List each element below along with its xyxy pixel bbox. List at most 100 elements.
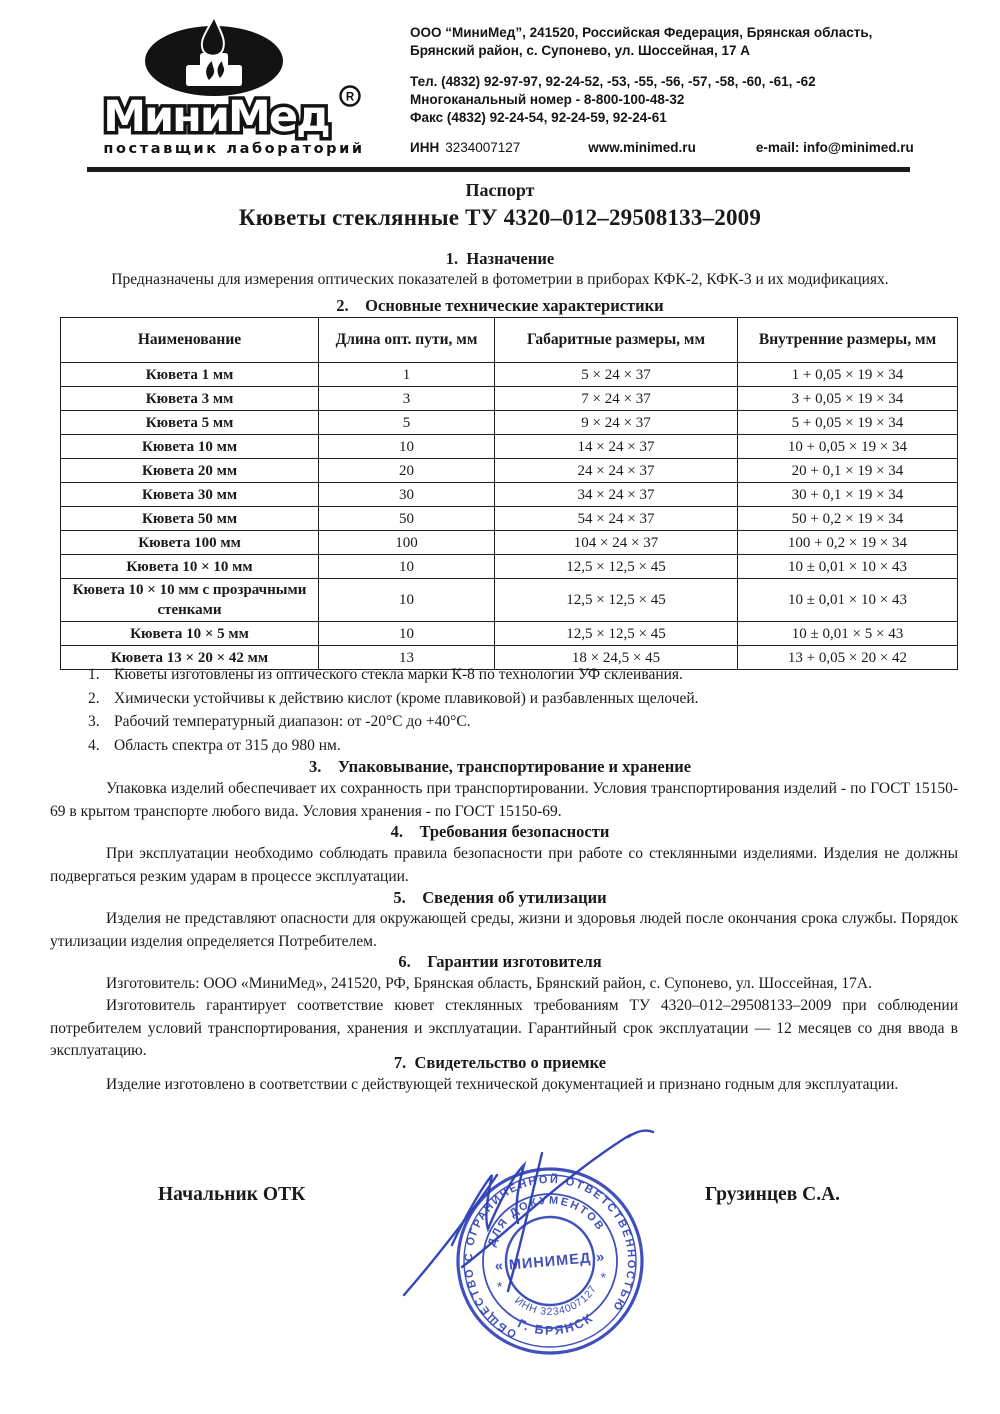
registered-mark: R xyxy=(346,92,355,104)
cell-product-name: Кювета 3 мм xyxy=(60,386,319,411)
registered-mark-circle xyxy=(339,85,361,107)
cell-value: 12,5 × 12,5 × 45 xyxy=(494,578,738,622)
section2-heading: 2. Основные технические характеристики xyxy=(336,296,664,315)
cell-value: 104 × 24 × 37 xyxy=(494,530,738,555)
cell-value: 3 + 0,05 × 19 × 34 xyxy=(737,386,958,411)
cell-value: 10 xyxy=(318,621,495,646)
cell-product-name: Кювета 13 × 20 × 42 мм xyxy=(60,645,319,670)
cell-value: 100 xyxy=(318,530,495,555)
note-item: 2. Химически устойчивы к действию кислот … xyxy=(88,690,948,708)
cell-value: 10 ± 0,01 × 10 × 43 xyxy=(737,578,958,622)
table-row: Кювета 5 мм 5 9 × 24 × 37 5 + 0,05 × 19 × 3… xyxy=(60,410,958,435)
section6-text1: Изготовитель: ООО «МиниМед», 241520, РФ,… xyxy=(106,975,872,992)
stamp-center-text: « МИНИМЕД » xyxy=(494,1249,606,1275)
inn-row: ИНН 3234007127 www.minimed.ru e-mail: in… xyxy=(410,140,915,155)
cell-value: 10 ± 0,01 × 5 × 43 xyxy=(737,621,958,646)
cell-value: 30 + 0,1 × 19 × 34 xyxy=(737,482,958,507)
cell-value: 3 xyxy=(318,386,495,411)
website-link: www.minimed.ru xyxy=(588,140,696,155)
multichannel-line: Многоканальный номер - 8-800-100-48-32 xyxy=(410,92,685,107)
note-item: 4. Область спектра от 315 до 980 нм. xyxy=(88,737,948,755)
cell-value: 10 + 0,05 × 19 × 34 xyxy=(737,434,958,459)
cell-product-name: Кювета 1 мм xyxy=(60,362,319,387)
section4-heading: 4. Требования безопасности xyxy=(390,822,610,841)
section5-heading: 5. Сведения об утилизации xyxy=(393,888,607,907)
cell-value: 50 + 0,2 × 19 × 34 xyxy=(737,506,958,531)
section4-text: При эксплуатации необходимо соблюдать пр… xyxy=(50,845,958,885)
table-row: Кювета 10 мм 10 14 × 24 × 37 10 + 0,05 × 19… xyxy=(60,434,958,459)
note-text: Химически устойчивы к действию кислот (к… xyxy=(114,689,699,707)
cell-value: 1 + 0,05 × 19 × 34 xyxy=(737,362,958,387)
cell-product-name: Кювета 100 мм xyxy=(60,530,319,555)
address-line2: Брянский район, с. Супонево, ул. Шоссейн… xyxy=(410,43,750,58)
note-item: 3. Рабочий температурный диапазон: от -20… xyxy=(88,713,948,731)
cell-value: 12,5 × 12,5 × 45 xyxy=(494,621,738,646)
cell-value: 10 xyxy=(318,578,495,622)
table-row: Кювета 1 мм 1 5 × 24 × 37 1 + 0,05 × 19 × 3… xyxy=(60,362,958,387)
cell-value: 12,5 × 12,5 × 45 xyxy=(494,554,738,579)
cell-value: 34 × 24 × 37 xyxy=(494,482,738,507)
note-number: 1. xyxy=(88,666,100,683)
table-row: Кювета 30 мм 30 34 × 24 × 37 30 + 0,1 × 19 … xyxy=(60,482,958,507)
company-stamp: ОБЩЕСТВО С ОГРАНИЧЕННОЙ ОТВЕТСТВЕННОСТЬЮ… xyxy=(402,1129,655,1355)
table-row: Кювета 10 × 10 мм 10 12,5 × 12,5 × 45 10 ± … xyxy=(60,554,958,579)
stamp-outer-ring xyxy=(456,1167,644,1355)
notes-list: 1. Кюветы изготовлены из оптического стек… xyxy=(88,666,948,760)
note-text: Область спектра от 315 до 980 нм. xyxy=(114,736,341,754)
section1-heading: 1. Назначение xyxy=(445,249,555,268)
small-flame-icon xyxy=(217,61,225,78)
address-line1: ООО “МиниМед”, 241520, Российская Федера… xyxy=(410,25,873,40)
section5-text: Изделия не представляют опасности для ок… xyxy=(50,910,958,950)
cell-value: 24 × 24 × 37 xyxy=(494,458,738,483)
table-row: Кювета 100 мм 100 104 × 24 × 37 100 + 0,2 ×… xyxy=(60,530,958,555)
cell-product-name: Кювета 20 мм xyxy=(60,458,319,483)
cell-value: 100 + 0,2 × 19 × 34 xyxy=(737,530,958,555)
cell-value: 20 + 0,1 × 19 × 34 xyxy=(737,458,958,483)
flame-icon xyxy=(200,16,225,57)
table-row: Кювета 50 мм 50 54 × 24 × 37 50 + 0,2 × 19 … xyxy=(60,506,958,531)
note-number: 2. xyxy=(88,689,100,707)
section7-heading: 7. Свидетельство о приемке xyxy=(393,1053,607,1072)
cell-value: 30 xyxy=(318,482,495,507)
section1-text: Предназначены для измерения оптических п… xyxy=(111,271,889,288)
cell-product-name: Кювета 10 мм xyxy=(60,434,319,459)
cell-value: 50 xyxy=(318,506,495,531)
cell-value: 7 × 24 × 37 xyxy=(494,386,738,411)
phone-line: Тел. (4832) 92-97-97, 92-24-52, -53, -55… xyxy=(410,74,816,89)
table-row: Кювета 10 × 5 мм 10 12,5 × 12,5 × 45 10 ± 0… xyxy=(60,621,958,646)
candle-icon xyxy=(186,53,242,86)
note-number: 3. xyxy=(88,713,100,730)
column-header: Наименование xyxy=(60,317,319,363)
section6-text2: Изготовитель гарантирует соответствие кю… xyxy=(50,997,958,1059)
signer-title: Начальник ОТК xyxy=(158,1184,306,1205)
table-row: Кювета 3 мм 3 7 × 24 × 37 3 + 0,05 × 19 × 3… xyxy=(60,386,958,411)
spec-table: Наименование Длина опт. пути, мм Габаритны… xyxy=(60,317,958,670)
column-header: Длина опт. пути, мм xyxy=(318,317,495,363)
cell-product-name: Кювета 10 × 5 мм xyxy=(60,621,319,646)
cell-product-name: Кювета 10 × 10 мм xyxy=(60,554,319,579)
doc-title: Кюветы стеклянные ТУ 4320–012–29508133–2… xyxy=(238,205,762,230)
cell-value: 20 xyxy=(318,458,495,483)
note-text: Рабочий температурный диапазон: от -20°С… xyxy=(114,713,471,730)
spec-table-header-row: Наименование Длина опт. пути, мм Габаритны… xyxy=(60,317,958,363)
table-row: Кювета 13 × 20 × 42 мм 13 18 × 24,5 × 45 13… xyxy=(60,645,958,670)
cell-product-name: Кювета 10 × 10 мм с прозрачными стенками xyxy=(60,578,319,622)
stamp-inner-ring xyxy=(504,1215,596,1307)
cell-value: 5 xyxy=(318,410,495,435)
section3-text: Упаковка изделий обеспечивает их сохранн… xyxy=(50,780,958,820)
doc-type-title: Паспорт xyxy=(465,180,535,200)
inn-value: 3234007127 xyxy=(445,140,521,155)
cell-value: 5 + 0,05 × 19 × 34 xyxy=(737,410,958,435)
note-number: 4. xyxy=(88,736,100,754)
note-text: Кюветы изготовлены из оптического стекла… xyxy=(114,666,683,683)
cell-value: 14 × 24 × 37 xyxy=(494,434,738,459)
cell-value: 13 + 0,05 × 20 × 42 xyxy=(737,645,958,670)
section7-text: Изделие изготовлено в соответствии с дей… xyxy=(106,1076,899,1093)
cell-product-name: Кювета 50 мм xyxy=(60,506,319,531)
company-logo: МиниМед R поставщик лабораторий xyxy=(100,16,362,157)
cell-value: 9 × 24 × 37 xyxy=(494,410,738,435)
signer-name: Грузинцев С.А. xyxy=(705,1184,841,1205)
inn-label: ИНН xyxy=(410,140,440,155)
column-header: Внутренние размеры, мм xyxy=(737,317,958,363)
cell-value: 1 xyxy=(318,362,495,387)
